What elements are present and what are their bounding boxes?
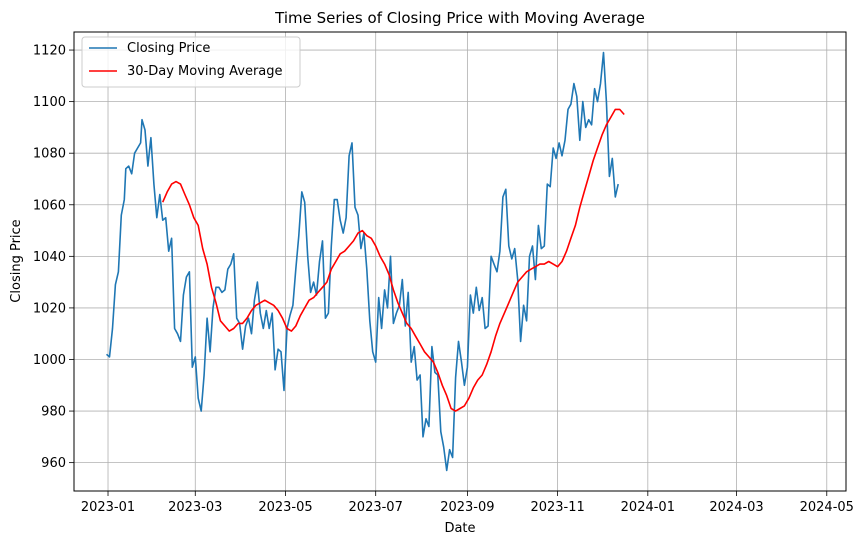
- y-tick-label: 1040: [33, 250, 66, 265]
- x-tick-label: 2023-01: [81, 500, 135, 515]
- x-tick-label: 2023-11: [530, 500, 584, 515]
- chart-title: Time Series of Closing Price with Moving…: [274, 9, 645, 27]
- y-tick-label: 980: [41, 405, 66, 420]
- x-tick-label: 2023-07: [349, 500, 403, 515]
- y-tick-label: 960: [41, 456, 66, 471]
- x-axis-title: Date: [444, 521, 475, 536]
- series-layer: [105, 51, 625, 472]
- series-line-moving-average: [161, 108, 625, 412]
- series-line-closing-price: [105, 51, 619, 472]
- y-tick-label: 1000: [33, 353, 66, 368]
- x-tick-label: 2023-03: [168, 500, 222, 515]
- x-tick-label: 2024-03: [709, 500, 763, 515]
- y-tick-label: 1020: [33, 301, 66, 316]
- legend-label-closing-price: Closing Price: [127, 41, 210, 56]
- y-axis-ticks: 960 980 1000 1020 1040 1060 1080 1100 1120: [33, 44, 74, 471]
- grid: [74, 32, 846, 491]
- legend: Closing Price 30-Day Moving Average: [81, 36, 301, 88]
- y-tick-label: 1080: [33, 147, 66, 162]
- y-tick-label: 1060: [33, 198, 66, 213]
- x-tick-label: 2023-09: [440, 500, 494, 515]
- x-tick-label: 2024-01: [621, 500, 675, 515]
- x-tick-label: 2023-05: [258, 500, 312, 515]
- legend-box: [81, 36, 301, 88]
- x-tick-label: 2024-05: [800, 500, 854, 515]
- legend-label-moving-average: 30-Day Moving Average: [127, 64, 283, 79]
- x-axis-ticks: 2023-01 2023-03 2023-05 2023-07 2023-09 2023-…: [81, 491, 854, 515]
- y-tick-label: 1100: [33, 95, 66, 110]
- y-axis-title: Closing Price: [9, 219, 24, 302]
- y-tick-label: 1120: [33, 44, 66, 59]
- plot-frame: [73, 31, 847, 492]
